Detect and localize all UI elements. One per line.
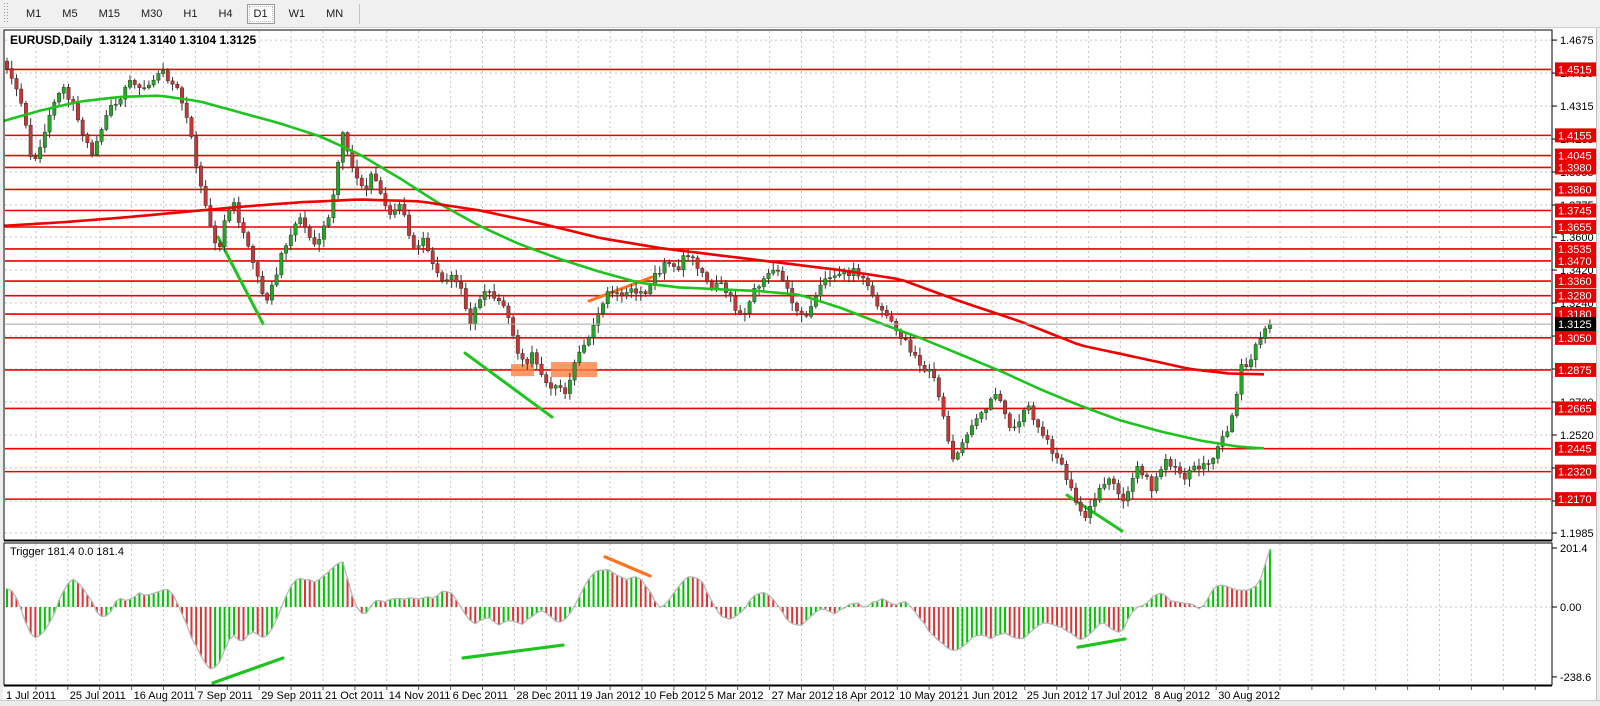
toolbar-drag-grip[interactable] [2, 3, 11, 24]
price-tick-label: 1.1985 [1560, 528, 1594, 540]
chart-background [0, 27, 1600, 706]
date-label[interactable]: 25 Jul 2011 [70, 690, 126, 702]
timeframe-button-h1[interactable]: H1 [183, 7, 198, 20]
date-label[interactable]: 6 Dec 2011 [453, 690, 508, 702]
price-tick-label: 1.4675 [1560, 35, 1594, 47]
sr-price-label: 1.3470 [1558, 256, 1592, 268]
date-label[interactable]: 16 Aug 2011 [134, 690, 195, 702]
trendline-green[interactable] [216, 235, 265, 326]
sr-price-label: 1.3360 [1558, 276, 1592, 288]
timeframe-button-m1[interactable]: M1 [26, 7, 42, 20]
date-label[interactable]: 14 Nov 2011 [389, 690, 451, 702]
sr-price-label: 1.3280 [1558, 291, 1592, 303]
indicator-tick-label: 201.4 [1560, 543, 1588, 555]
timeframe-buttons: M1 M5 M15 M30 H1 H4 D1 W1 MN [19, 3, 357, 24]
sr-price-label: 1.4155 [1558, 130, 1592, 142]
price-tick-label: 1.4315 [1560, 101, 1594, 113]
window-right-edge [1597, 27, 1600, 706]
sr-price-label: 1.3050 [1558, 333, 1592, 345]
sr-price-label: 1.3745 [1558, 206, 1592, 218]
timeframe-button-m15[interactable]: M15 [98, 7, 120, 20]
timeframe-button-m5[interactable]: M5 [62, 7, 78, 20]
indicator-histogram [6, 549, 1271, 670]
sr-price-label: 1.3535 [1558, 244, 1592, 256]
sr-price-label: 1.3655 [1558, 222, 1592, 234]
sr-price-label-box [1555, 182, 1596, 197]
timeframe-button-m30[interactable]: M30 [140, 7, 163, 20]
sr-price-label-box [1555, 219, 1596, 234]
date-label[interactable]: 27 Mar 2012 [772, 690, 834, 702]
date-label[interactable]: 25 Jun 2012 [1027, 690, 1088, 702]
trendline-orange[interactable] [587, 275, 654, 303]
sr-price-label: 1.2875 [1558, 365, 1592, 377]
timeframe-button-w1[interactable]: W1 [288, 7, 306, 20]
trendline-green[interactable] [463, 351, 554, 419]
indicator-trendline-orange[interactable] [603, 555, 652, 578]
window-bottom-edge [0, 701, 1600, 706]
sr-price-label-box [1555, 288, 1596, 303]
indicator-trendline-green[interactable] [211, 656, 285, 685]
sr-price-label-box [1555, 148, 1596, 163]
date-label[interactable]: 30 Aug 2012 [1218, 690, 1280, 702]
indicator-tick-label: -238.6 [1560, 672, 1591, 684]
sr-price-label-box [1555, 464, 1596, 479]
date-label[interactable]: 28 Dec 2011 [516, 690, 578, 702]
window-left-edge [0, 27, 3, 706]
timeframe-button-mn[interactable]: MN [326, 7, 344, 20]
date-label[interactable]: 1 Jul 2011 [6, 690, 56, 702]
indicator-envelope [6, 549, 1271, 670]
sr-price-label: 1.2320 [1558, 467, 1592, 479]
current-price-label: 1.3125 [1558, 319, 1592, 331]
sr-price-label-box [1555, 62, 1596, 77]
timeframe-button-d1[interactable]: D1 [246, 3, 275, 24]
sr-price-label-box [1555, 330, 1596, 345]
date-label[interactable]: 10 Feb 2012 [644, 690, 706, 702]
sr-price-label: 1.2665 [1558, 403, 1592, 415]
indicator-trendline-green[interactable] [1076, 637, 1127, 649]
indicator-tick-label: 0.00 [1560, 602, 1581, 614]
sr-price-label: 1.3860 [1558, 184, 1592, 196]
timeframe-toolbar: M1 M5 M15 M30 H1 H4 D1 W1 MN [0, 0, 1600, 28]
date-label[interactable]: 18 Apr 2012 [835, 690, 894, 702]
moving-average-slow [3, 198, 1265, 376]
current-price-label-box [1555, 317, 1596, 332]
sr-price-label-box [1555, 401, 1596, 416]
sr-price-label-box [1555, 241, 1596, 256]
date-label[interactable]: 5 Mar 2012 [708, 690, 764, 702]
date-label[interactable]: 10 May 2012 [899, 690, 963, 702]
sr-price-label-box [1555, 441, 1596, 456]
sr-price-label-box [1555, 492, 1596, 507]
sr-price-label-box [1555, 128, 1596, 143]
sr-price-label-box [1555, 274, 1596, 289]
date-label[interactable]: 21 Oct 2011 [325, 690, 384, 702]
date-label[interactable]: 19 Jan 2012 [580, 690, 641, 702]
sr-price-label: 1.4515 [1558, 64, 1592, 76]
date-label[interactable]: 8 Aug 2012 [1154, 690, 1210, 702]
sr-price-label-box [1555, 203, 1596, 218]
date-label[interactable]: 7 Sep 2011 [197, 690, 252, 702]
date-label[interactable]: 17 Jul 2012 [1091, 690, 1148, 702]
sr-price-label-box [1555, 362, 1596, 377]
sr-price-label: 1.3980 [1558, 162, 1592, 174]
price-tick-label: 1.2520 [1560, 430, 1594, 442]
timeframe-button-h4[interactable]: H4 [218, 7, 233, 20]
sr-price-label-box [1555, 160, 1596, 175]
sr-price-label: 1.2445 [1558, 444, 1592, 456]
candlesticks [5, 57, 1272, 525]
sr-price-label-box [1555, 253, 1596, 268]
price-tick-label: 1.3600 [1560, 232, 1594, 244]
sr-price-label: 1.4045 [1558, 151, 1592, 163]
toolbar-separator [359, 3, 361, 24]
moving-average-fast [3, 94, 1265, 450]
sr-price-label: 1.2170 [1558, 494, 1592, 506]
chart-title-ohlc: EURUSD,Daily 1.3124 1.3140 1.3104 1.3125 [10, 33, 257, 47]
date-label[interactable]: 1 Jun 2012 [963, 690, 1017, 702]
indicator-title: Trigger 181.4 0.0 181.4 [10, 546, 124, 558]
date-label[interactable]: 29 Sep 2011 [261, 690, 323, 702]
drawn-rectangle[interactable] [511, 364, 534, 377]
indicator-trendline-green[interactable] [461, 643, 565, 660]
